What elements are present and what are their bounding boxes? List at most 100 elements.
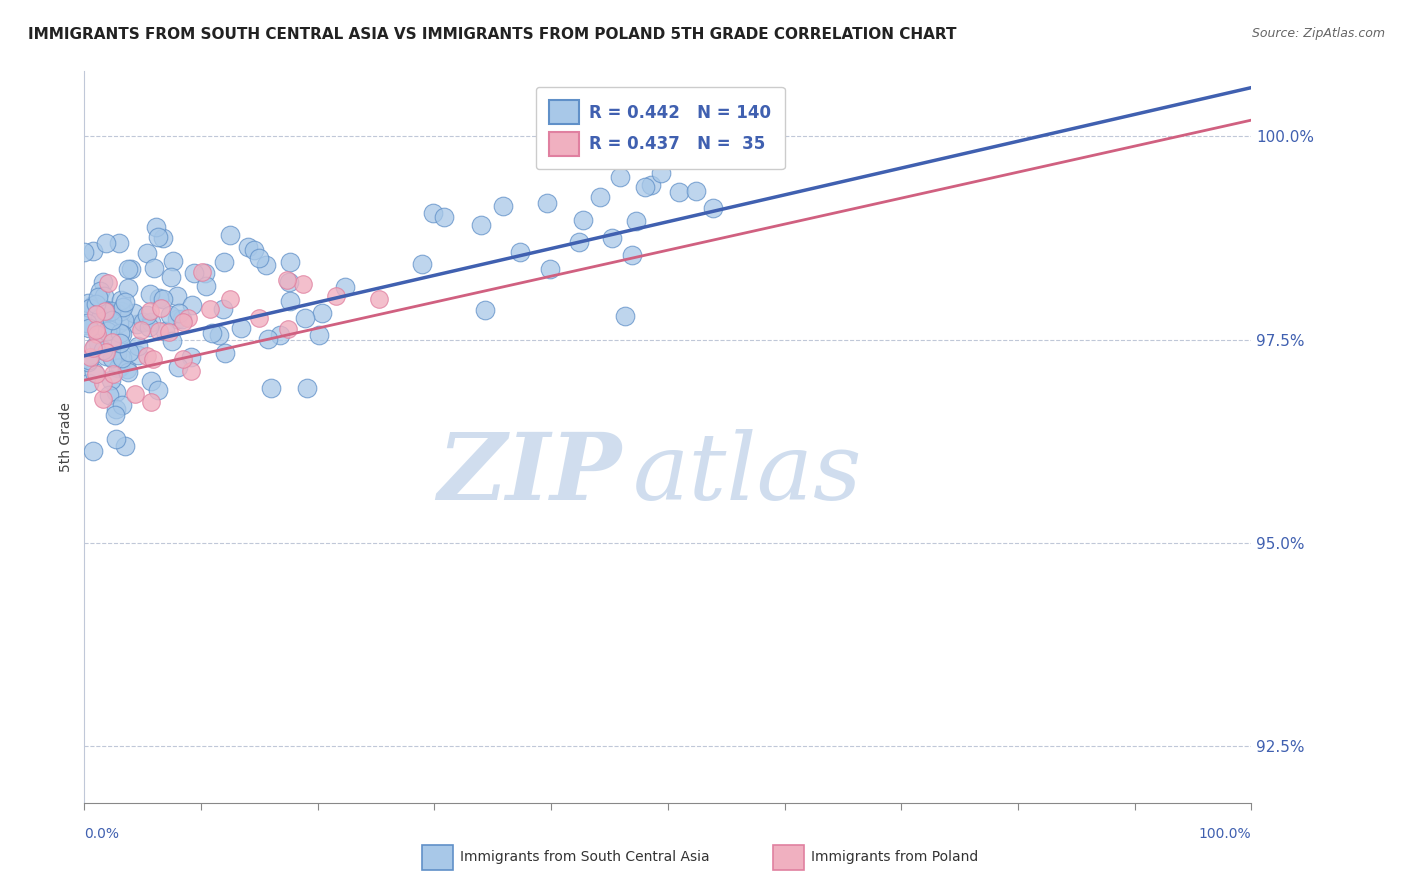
Point — [291, 277, 314, 292]
Point — [94, 304, 117, 318]
Point — [84, 297, 107, 311]
Point — [572, 213, 595, 227]
Point — [79, 301, 101, 315]
Point — [138, 320, 160, 334]
Point — [82, 298, 104, 312]
Point — [325, 289, 347, 303]
Point — [219, 228, 242, 243]
Point — [311, 306, 333, 320]
Point — [247, 251, 270, 265]
Point — [77, 376, 100, 390]
Point — [190, 265, 212, 279]
Point — [73, 245, 96, 260]
Point — [257, 332, 280, 346]
Point — [219, 292, 242, 306]
Point — [84, 307, 107, 321]
Point — [470, 219, 492, 233]
Point — [132, 315, 155, 329]
Point — [269, 327, 291, 342]
Point — [127, 348, 149, 362]
Point — [138, 304, 160, 318]
Text: Immigrants from South Central Asia: Immigrants from South Central Asia — [460, 850, 710, 864]
Point — [247, 311, 270, 326]
Point — [142, 351, 165, 366]
Point — [278, 275, 301, 289]
Point — [111, 326, 134, 341]
Text: 100.0%: 100.0% — [1199, 827, 1251, 841]
Point — [107, 361, 129, 376]
Point — [77, 296, 100, 310]
Point — [509, 245, 531, 260]
Point — [79, 350, 101, 364]
Point — [82, 341, 104, 355]
Point — [162, 254, 184, 268]
Point — [83, 365, 105, 379]
Text: Immigrants from Poland: Immigrants from Poland — [811, 850, 979, 864]
Point — [194, 266, 217, 280]
Point — [84, 367, 107, 381]
Point — [139, 374, 162, 388]
Point — [172, 351, 194, 366]
Point — [600, 231, 623, 245]
Point — [155, 324, 177, 338]
Y-axis label: 5th Grade: 5th Grade — [59, 402, 73, 472]
Point — [117, 365, 139, 379]
Point — [589, 190, 612, 204]
Point — [142, 260, 165, 275]
Point — [172, 311, 194, 326]
Point — [141, 315, 163, 329]
Point — [492, 199, 515, 213]
Point — [242, 243, 264, 257]
Point — [276, 273, 298, 287]
Point — [538, 262, 561, 277]
Point — [104, 409, 127, 423]
Point — [110, 336, 132, 351]
Point — [650, 166, 672, 180]
Point — [114, 439, 136, 453]
Point — [124, 387, 146, 401]
Point — [112, 313, 135, 327]
Point — [160, 270, 183, 285]
Point — [76, 355, 98, 369]
Point — [180, 298, 202, 312]
Point — [91, 275, 114, 289]
Point — [105, 402, 128, 417]
Point — [89, 311, 111, 326]
Point — [139, 286, 162, 301]
Point — [108, 326, 131, 340]
Point — [474, 302, 496, 317]
Point — [94, 236, 117, 251]
Point — [97, 276, 120, 290]
Point — [624, 213, 647, 227]
Point — [259, 381, 281, 395]
Text: IMMIGRANTS FROM SOUTH CENTRAL ASIA VS IMMIGRANTS FROM POLAND 5TH GRADE CORRELATI: IMMIGRANTS FROM SOUTH CENTRAL ASIA VS IM… — [28, 27, 956, 42]
Point — [568, 235, 591, 250]
Point — [111, 351, 134, 365]
Point — [98, 338, 121, 352]
Point — [277, 322, 299, 336]
Point — [169, 306, 191, 320]
Point — [100, 373, 122, 387]
Point — [180, 351, 202, 365]
Point — [91, 306, 114, 320]
Point — [87, 336, 110, 351]
Point — [125, 317, 148, 331]
Point — [685, 184, 707, 198]
Point — [180, 363, 202, 377]
Point — [166, 289, 188, 303]
Point — [702, 201, 724, 215]
Point — [117, 362, 139, 376]
Point — [122, 306, 145, 320]
Point — [77, 321, 100, 335]
Point — [101, 351, 124, 365]
Point — [104, 432, 127, 446]
Point — [167, 359, 190, 374]
Point — [411, 257, 433, 271]
Point — [162, 334, 184, 348]
Point — [96, 324, 118, 338]
Point — [172, 315, 194, 329]
Point — [433, 210, 456, 224]
Text: 0.0%: 0.0% — [84, 827, 120, 841]
Point — [368, 292, 391, 306]
Point — [87, 290, 110, 304]
